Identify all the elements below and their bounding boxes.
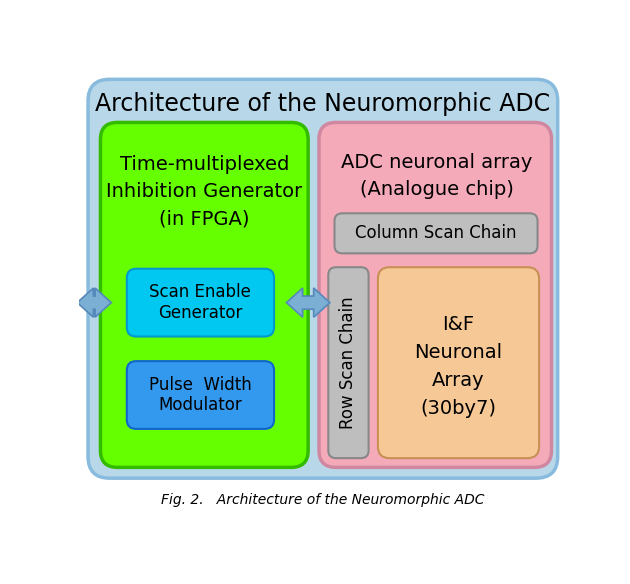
FancyBboxPatch shape xyxy=(328,267,369,458)
FancyBboxPatch shape xyxy=(319,123,551,467)
Polygon shape xyxy=(77,288,112,317)
Text: Architecture of the Neuromorphic ADC: Architecture of the Neuromorphic ADC xyxy=(95,92,551,116)
Text: Scan Enable
Generator: Scan Enable Generator xyxy=(149,283,251,322)
Text: Fig. 2.   Architecture of the Neuromorphic ADC: Fig. 2. Architecture of the Neuromorphic… xyxy=(161,493,484,507)
Polygon shape xyxy=(287,288,330,317)
FancyBboxPatch shape xyxy=(100,123,308,467)
FancyBboxPatch shape xyxy=(127,361,274,429)
FancyBboxPatch shape xyxy=(378,267,539,458)
Text: Pulse  Width
Modulator: Pulse Width Modulator xyxy=(149,376,252,415)
FancyBboxPatch shape xyxy=(88,79,558,478)
Text: ADC neuronal array
(Analogue chip): ADC neuronal array (Analogue chip) xyxy=(341,153,532,200)
FancyBboxPatch shape xyxy=(127,269,274,336)
FancyBboxPatch shape xyxy=(335,213,537,253)
Text: Time-multiplexed
Inhibition Generator
(in FPGA): Time-multiplexed Inhibition Generator (i… xyxy=(106,155,302,228)
Text: Column Scan Chain: Column Scan Chain xyxy=(355,224,517,242)
Text: Row Scan Chain: Row Scan Chain xyxy=(340,296,357,429)
Text: I&F
Neuronal
Array
(30by7): I&F Neuronal Array (30by7) xyxy=(415,315,503,418)
